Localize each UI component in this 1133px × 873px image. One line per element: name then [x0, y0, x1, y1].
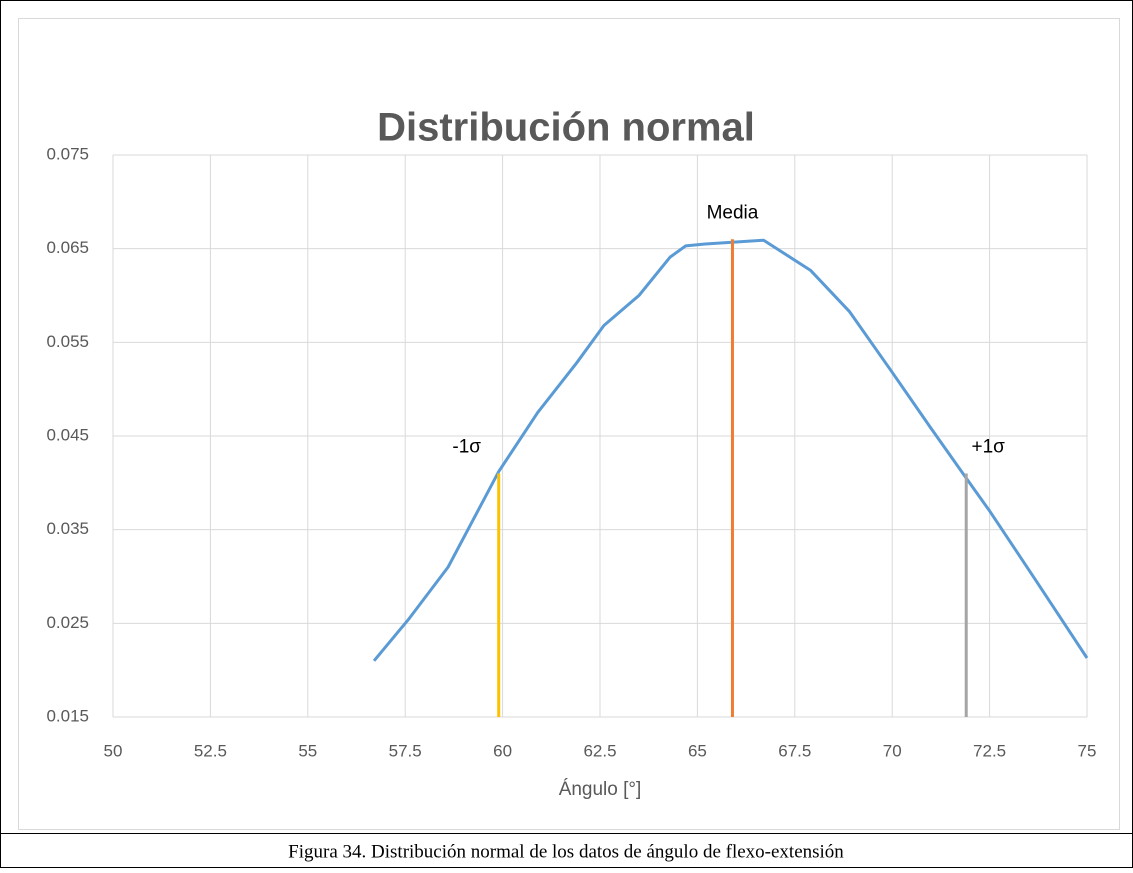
x-tick-label: 60: [493, 741, 512, 760]
x-tick-label: 55: [298, 741, 317, 760]
y-tick-label: 0.035: [46, 519, 89, 538]
x-tick-label: 75: [1078, 741, 1097, 760]
x-tick-label: 57.5: [389, 741, 422, 760]
y-tick-label: 0.015: [46, 706, 89, 725]
x-tick-label: 67.5: [778, 741, 811, 760]
caption: Figura 34. Distribución normal de los da…: [288, 841, 844, 862]
x-axis-label: Ángulo [°]: [559, 779, 642, 800]
y-tick-label: 0.045: [46, 425, 89, 444]
y-tick-label: 0.025: [46, 613, 89, 632]
y-tick-label: 0.055: [46, 332, 89, 351]
chart-border: [18, 18, 1120, 830]
y-tick-label: 0.075: [46, 144, 89, 163]
annotation: -1σ: [452, 436, 481, 457]
x-tick-label: 50: [104, 741, 123, 760]
x-tick-label: 72.5: [973, 741, 1006, 760]
chart-title: Distribución normal: [377, 106, 755, 150]
annotation: Media: [707, 202, 759, 223]
x-tick-label: 52.5: [194, 741, 227, 760]
x-tick-label: 70: [883, 741, 902, 760]
data-line: [372, 238, 1089, 662]
annotation: +1σ: [972, 436, 1006, 457]
y-tick-label: 0.065: [46, 238, 89, 257]
x-tick-label: 65: [688, 741, 707, 760]
x-tick-label: 62.5: [583, 741, 616, 760]
